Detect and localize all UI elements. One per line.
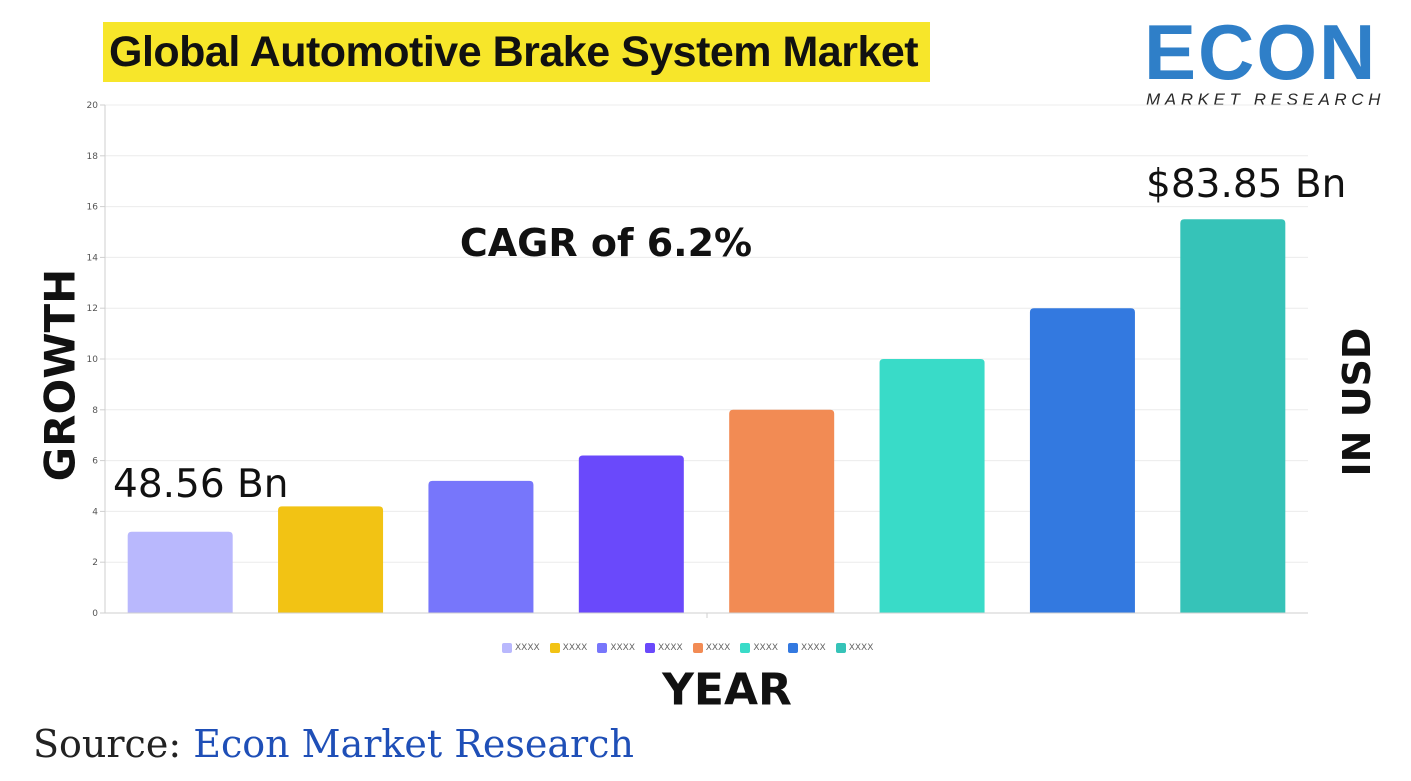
- y-tick-label: 10: [87, 355, 99, 365]
- start-value-annotation: 48.56 Bn: [113, 462, 289, 507]
- legend-item[interactable]: XXXX: [597, 643, 635, 653]
- legend-item[interactable]: XXXX: [502, 643, 540, 653]
- bar: [428, 480, 534, 613]
- legend-swatch: [692, 643, 703, 653]
- y-axis-ticks: 0 2 4 6 8 10 12 14 16 18 20: [87, 101, 105, 619]
- legend-item[interactable]: XXXX: [835, 643, 874, 653]
- logo-subtitle: MARKET RESEARCH: [1146, 90, 1386, 109]
- legend-swatch: [835, 643, 846, 653]
- y-tick-label: 20: [87, 101, 99, 111]
- legend-item[interactable]: XXXX: [740, 643, 778, 653]
- legend-label: XXXX: [705, 643, 731, 653]
- logo-word: ECON: [1144, 8, 1378, 96]
- legend-item[interactable]: XXXX: [692, 643, 731, 653]
- y-tick-label: 0: [92, 609, 98, 619]
- y-tick-label: 18: [87, 152, 99, 162]
- y-tick-label: 4: [92, 507, 98, 517]
- source-name: Econ Market Research: [193, 722, 634, 766]
- bar-chart: 0 2 4 6 8 10 12 14 16 18 20: [87, 101, 1308, 619]
- legend-item[interactable]: XXXX: [788, 643, 826, 653]
- legend-label: XXXX: [848, 643, 874, 653]
- y-tick-label: 12: [87, 304, 98, 314]
- legend-swatch: [740, 643, 751, 653]
- source-prefix: Source:: [33, 722, 194, 766]
- legend-label: XXXX: [753, 643, 779, 653]
- chart-title: Global Automotive Brake System Market: [109, 27, 919, 76]
- legend-item[interactable]: XXXX: [549, 643, 588, 653]
- bar: [278, 506, 384, 613]
- legend-label: XXXX: [801, 643, 826, 653]
- y-tick-label: 6: [92, 457, 98, 467]
- legend-swatch: [549, 643, 560, 653]
- y-axis-label-left: GROWTH: [35, 268, 85, 482]
- chart-title-banner: Global Automotive Brake System Market: [103, 22, 931, 82]
- y-tick-label: 16: [87, 203, 99, 213]
- legend-label: XXXX: [658, 643, 683, 653]
- bar: [578, 455, 684, 613]
- legend-swatch: [645, 643, 656, 653]
- legend-swatch: [788, 643, 799, 653]
- end-value-annotation: $83.85 Bn: [1146, 162, 1347, 207]
- legend-label: XXXX: [610, 643, 636, 653]
- legend-item[interactable]: XXXX: [645, 643, 683, 653]
- legend-label: XXXX: [562, 643, 588, 653]
- y-tick-label: 2: [92, 558, 98, 568]
- y-tick-label: 14: [87, 253, 99, 263]
- legend-swatch: [597, 643, 608, 653]
- econ-logo: ECON MARKET RESEARCH: [1140, 10, 1405, 110]
- cagr-annotation: CAGR of 6.2%: [459, 221, 753, 265]
- chart-bars: [127, 219, 1286, 614]
- bar: [1180, 219, 1286, 614]
- x-axis-label: YEAR: [662, 664, 792, 716]
- bar: [127, 531, 233, 613]
- y-axis-label-right: IN USD: [1335, 327, 1379, 477]
- chart-legend: XXXX XXXX XXXX XXXX XXXX XXXX XXXX XXXX: [502, 643, 873, 653]
- bar: [879, 359, 985, 613]
- legend-swatch: [502, 643, 512, 653]
- source-line: Source: Econ Market Research: [33, 722, 634, 766]
- bar: [729, 409, 835, 613]
- bar: [1029, 308, 1135, 613]
- y-tick-label: 8: [92, 406, 98, 416]
- legend-label: XXXX: [515, 643, 540, 653]
